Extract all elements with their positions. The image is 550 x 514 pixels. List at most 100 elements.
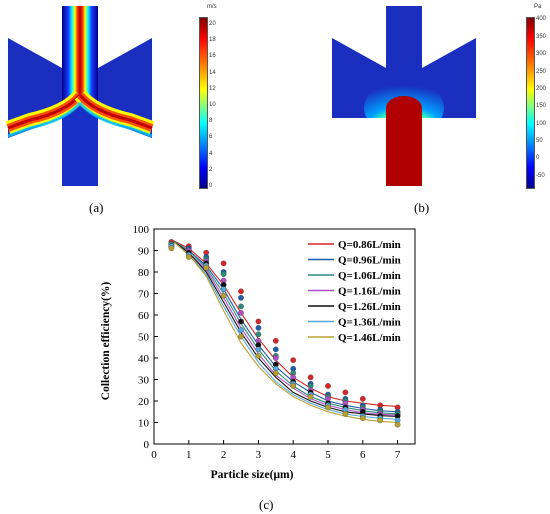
data-point xyxy=(255,325,262,331)
panel-b: Pa 400 350 300 250 200 150 100 50 0 -50 xyxy=(320,0,550,195)
colorbar-velocity-tick: 8 xyxy=(209,118,213,125)
x-tick-label: 3 xyxy=(256,449,262,461)
velocity-contour-plot xyxy=(5,6,155,186)
legend-label: Q=0.86L/min xyxy=(338,239,401,251)
colorbar-velocity-tick: 16 xyxy=(209,53,216,60)
data-point xyxy=(238,288,244,295)
colorbar-pressure-tick: 100 xyxy=(536,120,547,127)
y-tick-label: 10 xyxy=(138,418,150,430)
data-point xyxy=(325,404,331,411)
colorbar-pressure-tick: 0 xyxy=(536,155,540,162)
panel-a: m/s 20 18 16 14 12 10 8 6 4 2 0 xyxy=(0,0,230,195)
data-point xyxy=(220,292,227,299)
data-point xyxy=(238,303,244,310)
y-tick-label: 40 xyxy=(138,353,150,365)
legend-label: Q=1.16L/min xyxy=(338,286,401,298)
panel-a-label: (a) xyxy=(89,200,104,215)
x-tick-label: 0 xyxy=(151,449,157,461)
x-tick-label: 5 xyxy=(325,449,331,461)
panel-b-label: (b) xyxy=(414,200,430,215)
pressure-contour-plot xyxy=(332,6,476,186)
data-point xyxy=(290,357,297,363)
chart-fit-lines xyxy=(171,239,398,424)
fit-line xyxy=(171,239,398,420)
data-point xyxy=(342,411,349,417)
data-point xyxy=(307,393,314,400)
colorbar-velocity-tick: 18 xyxy=(209,37,216,44)
colorbar-velocity-tick: 10 xyxy=(209,102,216,109)
data-point xyxy=(359,396,366,402)
legend-label: Q=1.26L/min xyxy=(338,301,401,313)
x-tick-label: 6 xyxy=(360,449,366,461)
data-point xyxy=(238,318,244,325)
fit-line xyxy=(171,239,398,407)
data-point xyxy=(255,318,262,325)
data-point xyxy=(238,310,244,316)
colorbar-velocity-tick: 6 xyxy=(209,134,213,141)
data-point xyxy=(272,337,279,344)
data-point xyxy=(238,327,244,333)
data-point xyxy=(307,374,314,381)
data-point xyxy=(255,353,262,359)
data-point xyxy=(377,417,384,424)
data-point xyxy=(290,383,297,389)
colorbar-velocity xyxy=(199,17,208,189)
fit-line xyxy=(171,239,398,415)
colorbar-pressure-tick: 400 xyxy=(536,16,547,23)
colorbar-pressure-tick: 350 xyxy=(536,33,547,40)
y-tick-label: 60 xyxy=(138,310,150,322)
y-tick-label: 0 xyxy=(144,439,150,451)
x-tick-label: 1 xyxy=(186,449,192,461)
x-tick-label: 7 xyxy=(395,449,401,461)
y-axis-label: Collection efficiency(%) xyxy=(100,282,112,401)
panel-c-label: (c) xyxy=(259,497,274,512)
colorbar-pressure-tick: 150 xyxy=(536,103,547,110)
y-tick-label: 50 xyxy=(138,332,150,344)
data-point xyxy=(185,254,192,260)
legend-label: Q=1.36L/min xyxy=(338,317,401,329)
colorbar-velocity-tick: 0 xyxy=(209,183,213,189)
y-tick-label: 20 xyxy=(138,396,150,408)
fit-line xyxy=(171,239,398,418)
chart-points xyxy=(168,239,401,428)
data-point xyxy=(238,294,244,301)
colorbar-velocity-tick: 12 xyxy=(209,85,216,92)
chart-legend: Q=0.86L/min Q=0.96L/min Q=1.06L/min Q=1.16L… xyxy=(308,239,401,344)
colorbar-pressure-tick: -50 xyxy=(536,172,545,179)
fit-line xyxy=(171,239,398,416)
colorbar-pressure xyxy=(526,17,535,189)
data-point xyxy=(342,389,349,396)
x-axis-label: Particle size(μm) xyxy=(211,469,294,481)
fit-line xyxy=(171,239,398,424)
data-point xyxy=(238,333,244,340)
x-tick-label: 2 xyxy=(221,449,227,461)
colorbar-pressure-tick: 300 xyxy=(536,51,547,58)
data-point xyxy=(359,415,366,422)
data-point xyxy=(203,264,210,271)
legend-label: Q=1.46L/min xyxy=(338,332,401,344)
y-tick-label: 90 xyxy=(138,246,150,258)
data-point xyxy=(168,245,175,252)
data-point xyxy=(255,331,262,338)
y-tick-label: 100 xyxy=(133,224,150,236)
y-tick-label: 30 xyxy=(138,375,150,387)
colorbar-pressure-tick: 250 xyxy=(536,68,547,75)
colorbar-velocity-unit: m/s xyxy=(207,4,217,10)
y-tick-label: 70 xyxy=(138,289,150,301)
colorbar-velocity-tick: 4 xyxy=(209,150,213,157)
legend-label: Q=0.96L/min xyxy=(338,255,401,267)
colorbar-velocity-tick: 2 xyxy=(209,166,213,173)
colorbar-pressure-tick: 50 xyxy=(536,137,543,144)
fit-line xyxy=(171,239,398,413)
data-point xyxy=(325,383,331,389)
data-point xyxy=(272,370,279,376)
data-point xyxy=(220,260,227,267)
data-point xyxy=(272,355,279,361)
colorbar-velocity-tick: 20 xyxy=(209,21,216,28)
data-point xyxy=(394,421,401,428)
legend-label: Q=1.06L/min xyxy=(338,270,401,282)
colorbar-velocity-tick: 14 xyxy=(209,69,216,76)
data-point xyxy=(272,346,279,353)
